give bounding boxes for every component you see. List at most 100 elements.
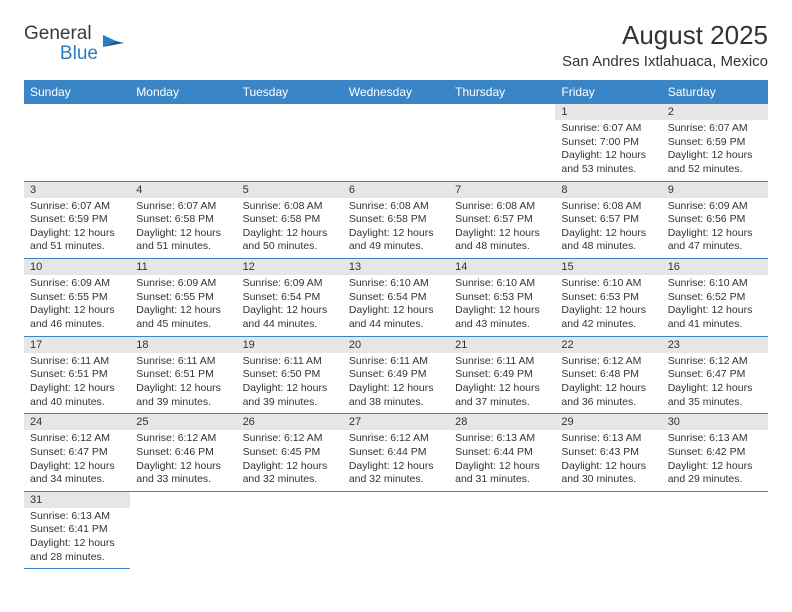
day-line: and 40 minutes.	[30, 396, 124, 410]
day-line: and 42 minutes.	[561, 318, 655, 332]
title-block: August 2025 San Andres Ixtlahuaca, Mexic…	[562, 20, 768, 70]
calendar-cell	[449, 104, 555, 181]
day-line: Daylight: 12 hours	[455, 460, 549, 474]
day-line: Sunrise: 6:07 AM	[136, 200, 230, 214]
calendar-cell	[343, 491, 449, 569]
day-content: Sunrise: 6:07 AMSunset: 6:58 PMDaylight:…	[130, 198, 236, 259]
day-content: Sunrise: 6:12 AMSunset: 6:48 PMDaylight:…	[555, 353, 661, 414]
day-number: 5	[237, 182, 343, 198]
calendar-table: SundayMondayTuesdayWednesdayThursdayFrid…	[24, 80, 768, 569]
day-line: Sunset: 6:41 PM	[30, 523, 124, 537]
day-line: Sunrise: 6:07 AM	[561, 122, 655, 136]
day-line: Sunrise: 6:12 AM	[561, 355, 655, 369]
day-header: Thursday	[449, 80, 555, 104]
day-line: Sunset: 6:50 PM	[243, 368, 337, 382]
day-line: Sunset: 6:54 PM	[349, 291, 443, 305]
day-line: Daylight: 12 hours	[668, 460, 762, 474]
day-content: Sunrise: 6:07 AMSunset: 6:59 PMDaylight:…	[662, 120, 768, 181]
day-content: Sunrise: 6:12 AMSunset: 6:47 PMDaylight:…	[24, 430, 130, 491]
day-number: 1	[555, 104, 661, 120]
day-line: Sunrise: 6:07 AM	[668, 122, 762, 136]
day-line: Daylight: 12 hours	[561, 149, 655, 163]
day-header: Wednesday	[343, 80, 449, 104]
day-number: 12	[237, 259, 343, 275]
day-number: 19	[237, 337, 343, 353]
day-line: Sunset: 6:59 PM	[668, 136, 762, 150]
day-line: Sunrise: 6:13 AM	[455, 432, 549, 446]
day-content: Sunrise: 6:12 AMSunset: 6:47 PMDaylight:…	[662, 353, 768, 414]
calendar-cell	[24, 104, 130, 181]
day-line: Sunrise: 6:11 AM	[30, 355, 124, 369]
day-line: Sunrise: 6:07 AM	[30, 200, 124, 214]
day-line: Daylight: 12 hours	[136, 382, 230, 396]
day-number: 11	[130, 259, 236, 275]
day-line: and 41 minutes.	[668, 318, 762, 332]
day-number: 6	[343, 182, 449, 198]
day-number: 15	[555, 259, 661, 275]
day-content: Sunrise: 6:09 AMSunset: 6:54 PMDaylight:…	[237, 275, 343, 336]
calendar-cell: 9Sunrise: 6:09 AMSunset: 6:56 PMDaylight…	[662, 181, 768, 259]
day-number: 30	[662, 414, 768, 430]
day-line: Sunset: 6:53 PM	[455, 291, 549, 305]
calendar-cell: 22Sunrise: 6:12 AMSunset: 6:48 PMDayligh…	[555, 336, 661, 414]
day-line: and 53 minutes.	[561, 163, 655, 177]
day-line: Sunrise: 6:13 AM	[561, 432, 655, 446]
calendar-cell	[662, 491, 768, 569]
calendar-cell	[555, 491, 661, 569]
calendar-page: General GenBlue August 2025 San Andres I…	[0, 0, 792, 589]
calendar-cell: 30Sunrise: 6:13 AMSunset: 6:42 PMDayligh…	[662, 414, 768, 492]
day-line: Sunset: 6:55 PM	[136, 291, 230, 305]
day-line: and 29 minutes.	[668, 473, 762, 487]
day-number: 18	[130, 337, 236, 353]
day-line: Sunset: 6:55 PM	[30, 291, 124, 305]
calendar-cell: 3Sunrise: 6:07 AMSunset: 6:59 PMDaylight…	[24, 181, 130, 259]
day-line: Sunset: 6:48 PM	[561, 368, 655, 382]
calendar-cell: 14Sunrise: 6:10 AMSunset: 6:53 PMDayligh…	[449, 259, 555, 337]
day-number: 27	[343, 414, 449, 430]
day-line: and 43 minutes.	[455, 318, 549, 332]
logo: General GenBlue	[24, 20, 126, 64]
logo-text-block: General GenBlue	[24, 24, 98, 64]
day-number: 3	[24, 182, 130, 198]
day-line: Daylight: 12 hours	[136, 227, 230, 241]
day-line: Sunrise: 6:10 AM	[455, 277, 549, 291]
day-line: Sunset: 6:58 PM	[136, 213, 230, 227]
day-content: Sunrise: 6:07 AMSunset: 6:59 PMDaylight:…	[24, 198, 130, 259]
day-line: Sunrise: 6:09 AM	[668, 200, 762, 214]
day-line: Daylight: 12 hours	[668, 382, 762, 396]
day-number: 13	[343, 259, 449, 275]
day-number: 24	[24, 414, 130, 430]
day-content: Sunrise: 6:11 AMSunset: 6:51 PMDaylight:…	[130, 353, 236, 414]
day-line: and 35 minutes.	[668, 396, 762, 410]
day-line: Sunrise: 6:08 AM	[349, 200, 443, 214]
day-content: Sunrise: 6:12 AMSunset: 6:45 PMDaylight:…	[237, 430, 343, 491]
day-header: Friday	[555, 80, 661, 104]
day-line: Sunrise: 6:12 AM	[349, 432, 443, 446]
day-line: Daylight: 12 hours	[668, 304, 762, 318]
day-line: and 44 minutes.	[243, 318, 337, 332]
day-line: Sunrise: 6:10 AM	[349, 277, 443, 291]
day-content: Sunrise: 6:09 AMSunset: 6:55 PMDaylight:…	[24, 275, 130, 336]
day-line: Daylight: 12 hours	[561, 227, 655, 241]
calendar-cell: 7Sunrise: 6:08 AMSunset: 6:57 PMDaylight…	[449, 181, 555, 259]
day-line: Sunrise: 6:10 AM	[561, 277, 655, 291]
day-line: Daylight: 12 hours	[30, 382, 124, 396]
calendar-cell: 12Sunrise: 6:09 AMSunset: 6:54 PMDayligh…	[237, 259, 343, 337]
day-line: and 48 minutes.	[561, 240, 655, 254]
day-line: Sunrise: 6:08 AM	[561, 200, 655, 214]
day-number: 31	[24, 492, 130, 508]
day-number: 22	[555, 337, 661, 353]
day-line: Daylight: 12 hours	[30, 460, 124, 474]
day-line: Sunset: 6:46 PM	[136, 446, 230, 460]
day-content: Sunrise: 6:11 AMSunset: 6:49 PMDaylight:…	[449, 353, 555, 414]
day-line: and 45 minutes.	[136, 318, 230, 332]
day-content: Sunrise: 6:10 AMSunset: 6:53 PMDaylight:…	[555, 275, 661, 336]
day-number: 23	[662, 337, 768, 353]
day-number: 7	[449, 182, 555, 198]
day-line: Daylight: 12 hours	[136, 460, 230, 474]
day-content: Sunrise: 6:12 AMSunset: 6:46 PMDaylight:…	[130, 430, 236, 491]
day-line: and 30 minutes.	[561, 473, 655, 487]
day-line: Sunrise: 6:11 AM	[136, 355, 230, 369]
day-content: Sunrise: 6:13 AMSunset: 6:44 PMDaylight:…	[449, 430, 555, 491]
day-content: Sunrise: 6:13 AMSunset: 6:43 PMDaylight:…	[555, 430, 661, 491]
